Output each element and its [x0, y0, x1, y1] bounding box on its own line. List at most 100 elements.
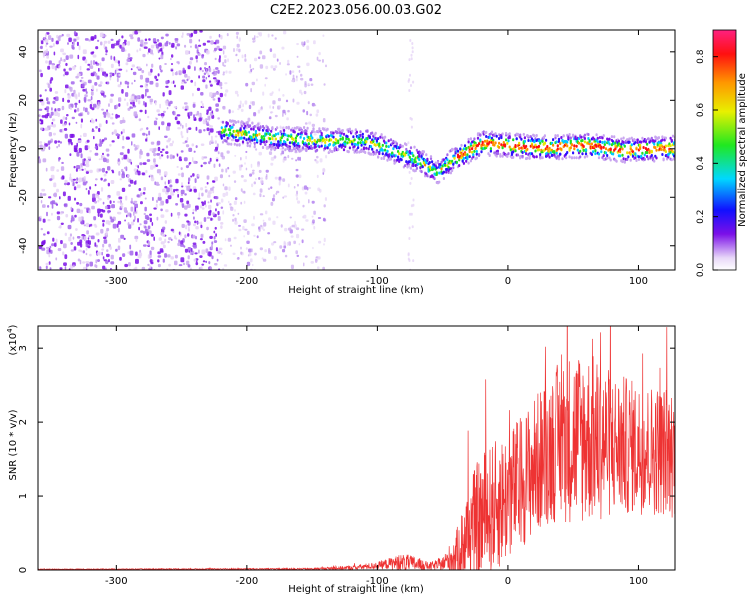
- noise-cell: [234, 217, 237, 222]
- noise-cell: [110, 93, 114, 97]
- noise-cell: [144, 228, 148, 234]
- signal-cell: [414, 160, 417, 164]
- noise-cell: [306, 39, 310, 43]
- noise-cell: [72, 66, 76, 70]
- signal-cell: [294, 149, 297, 153]
- signal-cell: [371, 147, 374, 151]
- noise-cell: [314, 158, 317, 162]
- signal-cell: [220, 136, 223, 140]
- noise-cell: [116, 40, 120, 46]
- x-tick-label: -200: [236, 276, 259, 287]
- signal-cell: [579, 155, 582, 159]
- x-tick-label: -300: [105, 276, 128, 287]
- noise-cell: [177, 173, 181, 176]
- noise-cell: [283, 195, 288, 198]
- signal-cell: [305, 132, 308, 136]
- noise-cell: [162, 226, 166, 231]
- signal-cell: [294, 139, 297, 143]
- noise-cell: [67, 224, 72, 230]
- noise-cell: [290, 235, 294, 238]
- signal-cell: [641, 151, 644, 155]
- noise-cell: [111, 113, 114, 116]
- noise-cell: [242, 103, 244, 108]
- signal-cell: [602, 145, 605, 149]
- noise-cell: [227, 237, 232, 242]
- signal-cell: [310, 144, 313, 148]
- noise-cell: [112, 200, 115, 203]
- noise-cell: [45, 265, 48, 270]
- y-tick-label: 0: [18, 146, 29, 152]
- signal-cell: [347, 130, 350, 133]
- signal-cell: [462, 156, 465, 160]
- noise-cell: [189, 61, 192, 65]
- noise-cell: [259, 64, 264, 69]
- signal-cell: [574, 135, 577, 139]
- noise-cell: [94, 146, 98, 149]
- noise-cell: [101, 248, 105, 251]
- noise-cell: [221, 155, 225, 160]
- signal-cell: [301, 146, 304, 150]
- noise-cell: [94, 82, 98, 86]
- signal-cell: [379, 135, 382, 139]
- noise-cell: [105, 49, 108, 53]
- signal-cell: [411, 151, 414, 155]
- noise-cell: [122, 253, 126, 257]
- noise-cell: [260, 179, 264, 184]
- noise-cell: [160, 69, 163, 73]
- noise-cell: [110, 180, 115, 184]
- signal-cell: [254, 129, 257, 133]
- noise-cell: [103, 157, 107, 163]
- noise-cell: [224, 59, 227, 64]
- signal-cell: [515, 137, 518, 141]
- signal-cell: [583, 133, 586, 137]
- noise-cell: [95, 232, 100, 236]
- noise-cell: [90, 96, 93, 101]
- noise-cell: [159, 151, 163, 154]
- noise-cell: [231, 110, 235, 113]
- signal-cell: [221, 120, 225, 124]
- noise-cell: [68, 67, 72, 71]
- noise-cell: [219, 82, 222, 86]
- signal-cell: [303, 137, 306, 140]
- noise-cell: [54, 111, 59, 116]
- signal-cell: [287, 125, 290, 129]
- noise-cell: [105, 260, 109, 264]
- noise-cell: [265, 65, 269, 70]
- noise-cell: [75, 181, 78, 184]
- noise-cell: [119, 152, 124, 156]
- signal-cell: [537, 148, 541, 152]
- signal-cell: [473, 137, 476, 141]
- noise-cell: [200, 143, 205, 146]
- signal-cell: [506, 154, 509, 158]
- signal-cell: [662, 158, 665, 162]
- noise-cell: [205, 76, 208, 80]
- noise-cell: [211, 110, 214, 114]
- noise-cell: [289, 216, 292, 219]
- noise-cell: [147, 225, 151, 230]
- signal-cell: [392, 139, 395, 143]
- noise-cell: [215, 67, 219, 70]
- noise-cell: [38, 121, 42, 124]
- signal-cell: [566, 151, 569, 154]
- noise-cell: [88, 235, 91, 238]
- noise-cell: [151, 222, 154, 226]
- signal-cell: [451, 159, 454, 163]
- signal-cell: [596, 140, 599, 144]
- noise-cell: [211, 244, 213, 249]
- noise-cell: [186, 200, 190, 205]
- noise-cell: [251, 183, 254, 188]
- noise-cell: [250, 163, 253, 168]
- signal-cell: [603, 140, 606, 144]
- noise-cell: [254, 252, 257, 256]
- noise-cell: [226, 150, 230, 154]
- noise-cell: [72, 178, 76, 181]
- signal-cell: [263, 137, 266, 141]
- y-tick-label: -20: [18, 189, 29, 205]
- noise-cell: [149, 265, 151, 269]
- signal-cell: [573, 147, 576, 151]
- noise-cell: [144, 38, 148, 42]
- noise-cell: [87, 99, 92, 102]
- noise-cell: [76, 208, 81, 214]
- signal-cell: [543, 134, 546, 138]
